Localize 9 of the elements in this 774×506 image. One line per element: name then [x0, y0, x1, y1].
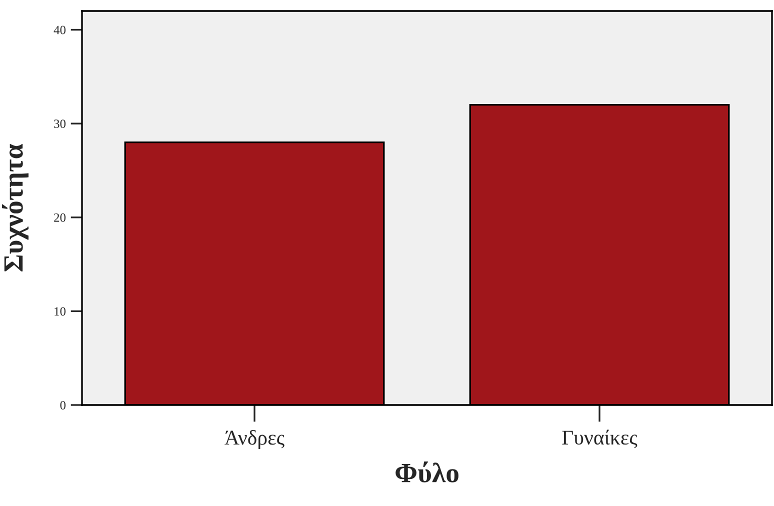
y-tick-label: 20 [54, 213, 66, 222]
x-tick-label: Γυναίκες [562, 430, 638, 448]
y-tick-label: 0 [60, 401, 66, 410]
x-axis-title: Φύλο [396, 462, 458, 482]
x-tick-label: Άνδρες [224, 430, 284, 449]
y-tick-label: 40 [54, 26, 66, 34]
y-axis-title: Συχνότητα [2, 144, 29, 272]
y-tick-label: 30 [54, 120, 66, 128]
y-tick-label: 10 [54, 307, 66, 316]
